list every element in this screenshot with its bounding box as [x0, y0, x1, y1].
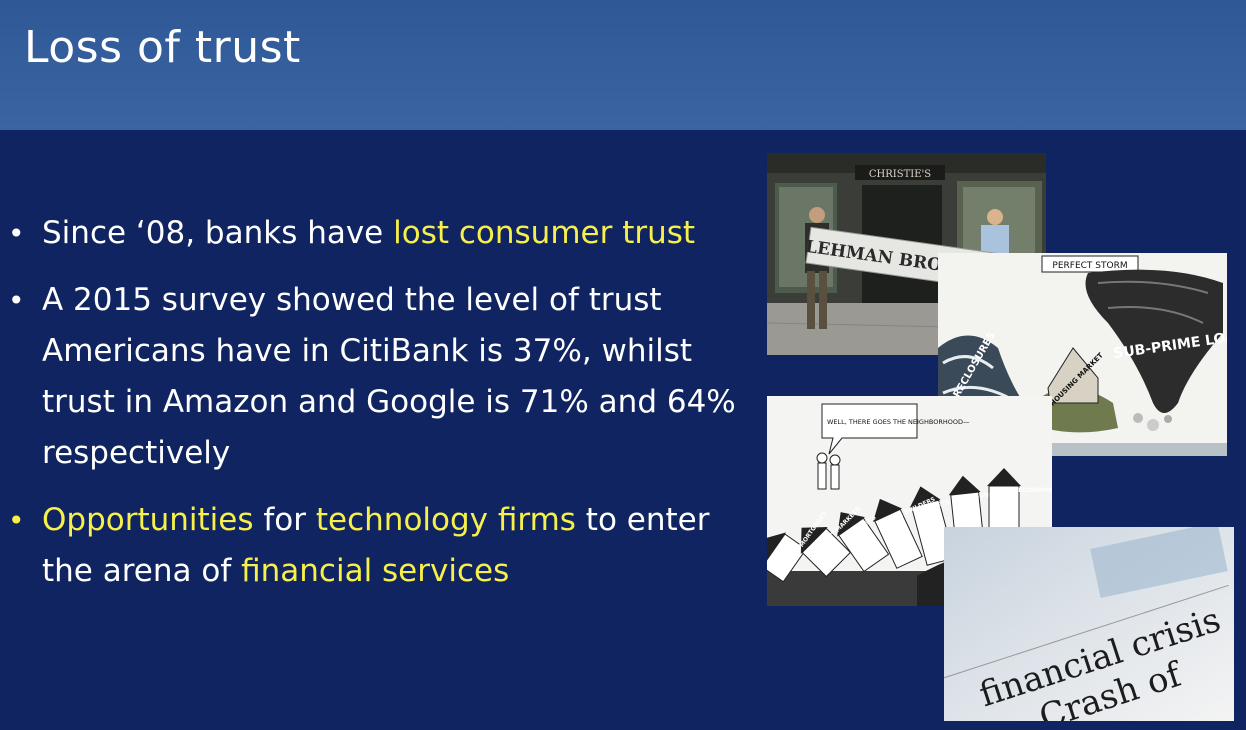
bullet-dot-icon: •	[8, 217, 25, 250]
store-sign-text: CHRISTIE'S	[869, 169, 931, 180]
bullet-3-text-b: to enter the arena of	[42, 502, 710, 589]
falling-houses-cartoon: WELL, THERE GOES THE NEIGHBORHOOD— SUBPR…	[767, 396, 1052, 606]
bullet-list: • Since ‘08, banks have lost consumer tru…	[8, 208, 748, 613]
bullet-dot-icon: •	[8, 284, 25, 317]
bullet-2-text: A 2015 survey showed the level of trust …	[42, 282, 736, 471]
storm-banner-text: PERFECT STORM	[1052, 261, 1127, 271]
financial-crisis-newspaper-photo: financial crisis Crash of	[944, 527, 1234, 721]
bullet-item-2: • A 2015 survey showed the level of trust…	[8, 275, 748, 479]
title-bar: Loss of trust	[0, 0, 1246, 130]
bullet-dot-icon: •	[8, 504, 25, 537]
bullet-1-text-a: Since ‘08, banks have	[42, 215, 394, 251]
house-label-7: WORLD ECONOMY	[991, 487, 1052, 494]
bullet-3-highlight-c: financial services	[241, 553, 510, 589]
bullet-3-highlight-a: Opportunities	[42, 502, 254, 538]
lehman-brothers-photo: CHRISTIE'S LEHMAN BROTHERS	[767, 153, 1046, 355]
slide-title: Loss of trust	[24, 22, 301, 73]
bullet-item-3: • Opportunities for technology firms to e…	[8, 495, 748, 597]
speech-bubble-text: WELL, THERE GOES THE NEIGHBORHOOD—	[827, 418, 970, 426]
bullet-1-highlight: lost consumer trust	[393, 215, 696, 251]
bullet-item-1: • Since ‘08, banks have lost consumer tru…	[8, 208, 748, 259]
bullet-3-highlight-b: technology firms	[315, 502, 576, 538]
bullet-3-text-a: for	[253, 502, 316, 538]
